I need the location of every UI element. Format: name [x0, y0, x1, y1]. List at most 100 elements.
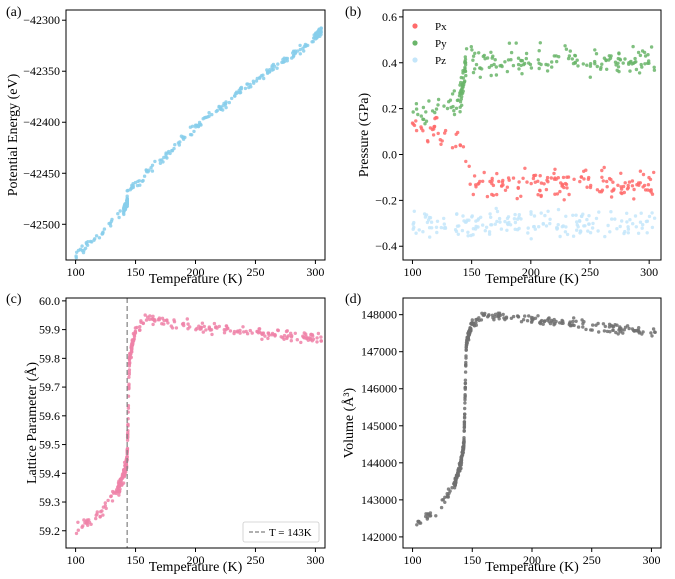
b-data-point [647, 214, 652, 219]
c-data-point [127, 372, 131, 376]
b-data-point [636, 231, 641, 235]
b-data-point [487, 65, 491, 70]
panel-b-legend: Px Py Pz [412, 21, 447, 67]
c-data-point [137, 328, 142, 332]
d-data-point [509, 316, 514, 320]
c-data-point [282, 337, 286, 341]
d-data-point [463, 401, 467, 405]
panel-c-ylabel: Lattice Parameter (Å) [24, 362, 40, 484]
a-data-point [285, 56, 290, 61]
d-data-point [464, 354, 468, 358]
b-data-point [429, 220, 434, 224]
d-data-point [542, 319, 547, 323]
b-data-point [585, 63, 589, 67]
b-data-point [643, 62, 647, 66]
b-data-point [585, 217, 589, 222]
a-ytick-label: −42500 [23, 217, 60, 231]
a-data-point [222, 101, 226, 106]
b-data-point [570, 57, 574, 61]
b-data-point [419, 114, 423, 118]
d-data-point [467, 338, 471, 342]
a-data-point [97, 236, 102, 240]
b-data-point [529, 210, 533, 214]
b-data-point [567, 54, 572, 58]
a-ytick-label: −42350 [23, 64, 60, 78]
a-data-point [108, 221, 113, 225]
b-data-point [515, 228, 520, 232]
b-data-point [600, 175, 604, 179]
d-ytick-label: 145000 [361, 419, 397, 433]
c-data-point [309, 333, 313, 337]
b-data-point [460, 103, 464, 108]
a-data-point [125, 204, 129, 209]
b-data-point [595, 188, 600, 192]
b-data-point [600, 188, 605, 192]
b-data-point [476, 218, 480, 222]
c-data-point [245, 332, 250, 336]
b-data-point [558, 189, 562, 194]
b-data-point [427, 99, 431, 103]
b-data-point [424, 110, 428, 114]
b-data-point [503, 60, 507, 64]
b-data-point [563, 230, 568, 234]
d-data-point [464, 364, 468, 368]
c-ytick-label: 60.0 [39, 294, 60, 308]
b-data-point [564, 214, 568, 218]
c-data-point [289, 339, 293, 343]
d-data-point [603, 324, 607, 329]
b-data-point [412, 220, 416, 225]
c-xtick-label: 100 [67, 553, 85, 567]
b-data-point [520, 72, 524, 76]
c-data-point [299, 340, 303, 345]
b-data-point [579, 175, 584, 179]
b-data-point [519, 217, 523, 221]
b-data-point [575, 220, 579, 224]
b-data-point [594, 216, 599, 221]
b-data-point [608, 230, 612, 234]
d-data-point [445, 492, 449, 496]
a-data-point [275, 66, 279, 70]
b-data-point [455, 98, 460, 103]
a-data-point [267, 70, 272, 74]
c-data-point [224, 328, 228, 332]
b-data-point [562, 185, 566, 190]
d-data-point [552, 323, 556, 327]
b-data-point [411, 110, 415, 114]
b-data-point [512, 217, 517, 221]
b-data-point [463, 55, 467, 59]
c-data-point [162, 322, 166, 326]
b-data-point [642, 50, 647, 55]
b-data-point [481, 223, 485, 227]
d-data-point [486, 314, 491, 318]
a-xtick-label: 200 [187, 265, 205, 279]
c-data-point [188, 325, 192, 329]
b-data-point [476, 182, 480, 186]
b-data-point [509, 50, 514, 55]
d-data-point [462, 425, 466, 430]
b-data-point [582, 177, 586, 181]
b-data-point [578, 179, 582, 184]
b-data-point [414, 102, 419, 106]
d-data-point [649, 331, 653, 335]
b-data-point [623, 57, 627, 61]
c-xtick-label: 200 [187, 553, 205, 567]
b-data-point [649, 45, 654, 49]
a-data-point [160, 158, 164, 162]
b-data-point [529, 237, 533, 241]
c-data-point [141, 321, 145, 325]
b-data-point [468, 182, 472, 186]
b-data-point [478, 66, 482, 70]
b-data-point [628, 69, 632, 73]
b-data-point [490, 176, 494, 181]
b-data-point [610, 217, 614, 221]
b-data-point [470, 214, 474, 218]
b-data-point [550, 60, 554, 64]
b-data-point [463, 61, 467, 65]
d-data-point [611, 328, 615, 332]
b-data-point [516, 62, 521, 67]
d-data-point [641, 330, 645, 334]
b-data-point [461, 76, 465, 80]
d-data-point [470, 318, 474, 322]
c-data-point [185, 317, 189, 321]
a-data-point [116, 212, 120, 216]
